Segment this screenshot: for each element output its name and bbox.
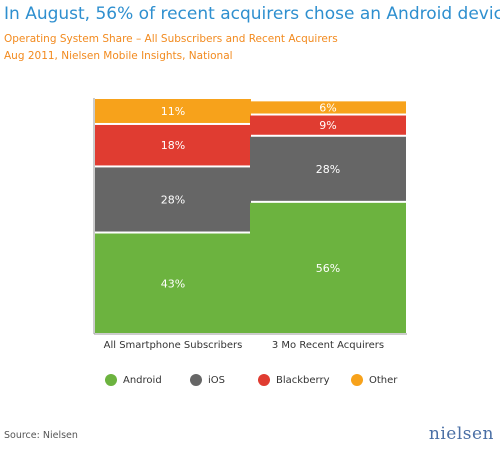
bar-blackberry-2 xyxy=(250,115,406,135)
legend-swatch-android xyxy=(105,374,117,386)
data-label-other-1: 11% xyxy=(161,105,185,118)
stacked-bar-chart: 43% 28% 18% 11% All Smartphone Subscribers 56… xyxy=(93,98,407,351)
data-label-ios-2: 28% xyxy=(316,163,340,176)
legend-swatch-other xyxy=(351,374,363,386)
data-label-blackberry-1: 18% xyxy=(161,139,185,152)
bar-ios-1 xyxy=(95,167,251,232)
legend-swatch-blackberry xyxy=(258,374,270,386)
legend-label-other: Other xyxy=(369,374,398,386)
legend-item-other: Other xyxy=(351,374,397,386)
bar-android-1 xyxy=(95,233,251,333)
data-label-android-2: 56% xyxy=(316,262,340,275)
data-label-other-2: 6% xyxy=(319,101,336,114)
data-label-android-1: 43% xyxy=(161,277,185,290)
bar-ios-2 xyxy=(250,136,406,201)
chart-source-line: Aug 2011, Nielsen Mobile Insights, Natio… xyxy=(4,50,233,62)
category-label-1: All Smartphone Subscribers xyxy=(104,340,243,351)
source-note: Source: Nielsen xyxy=(4,430,78,441)
chart-title: In August, 56% of recent acquirers chose… xyxy=(4,4,500,24)
legend-swatch-ios xyxy=(190,374,202,386)
chart-subtitle: Operating System Share – All Subscribers… xyxy=(4,33,338,45)
legend-label-blackberry: Blackberry xyxy=(276,374,330,386)
legend-item-blackberry: Blackberry xyxy=(258,374,330,386)
legend-label-ios: iOS xyxy=(208,374,225,386)
bar-other-2 xyxy=(250,101,406,114)
bar-blackberry-1 xyxy=(95,124,251,166)
legend-item-ios: iOS xyxy=(190,374,225,386)
legend-item-android: Android xyxy=(105,374,162,386)
data-label-blackberry-2: 9% xyxy=(319,119,336,132)
chart-legend: Android iOS Blackberry Other xyxy=(0,374,500,394)
legend-label-android: Android xyxy=(123,374,162,386)
nielsen-logo: nielsen xyxy=(428,424,494,444)
bar-other-1 xyxy=(95,99,251,123)
bar-android-2 xyxy=(250,202,406,333)
data-label-ios-1: 28% xyxy=(161,193,185,206)
category-label-2: 3 Mo Recent Acquirers xyxy=(272,340,384,351)
